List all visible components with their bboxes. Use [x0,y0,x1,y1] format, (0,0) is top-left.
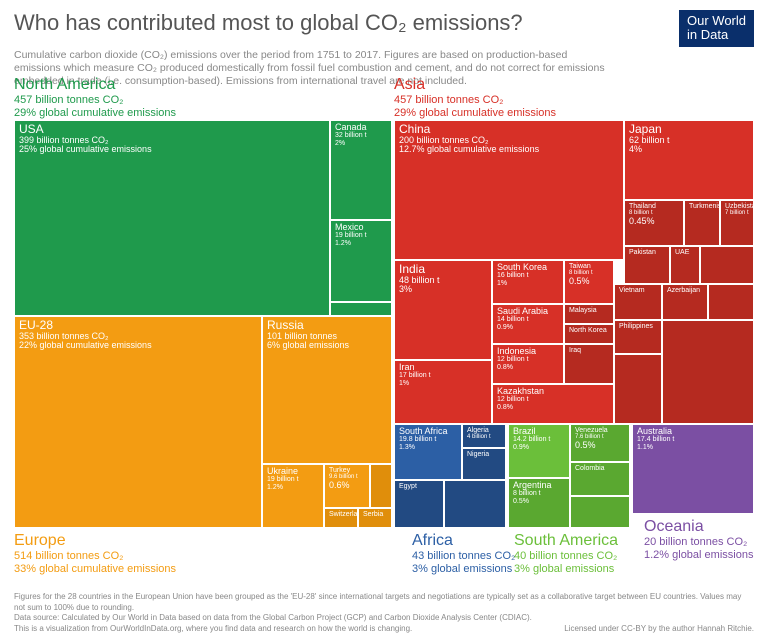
region-label-af: Africa43 billion tonnes CO₂3% global emi… [412,532,515,576]
cell-iran: Iran17 billion t1% [394,360,492,424]
logo: Our World in Data [679,10,754,47]
cell-saudi-arabia: Saudi Arabia14 billion t0.9% [492,304,564,344]
cell-39 [444,480,506,528]
cell-pakistan: Pakistan [624,246,670,284]
cell-turkey: Turkey9.6 billion t0.6% [324,464,370,508]
cell-colombia: Colombia [570,462,630,496]
cell-usa: USA399 billion tonnes CO₂25% global cumu… [14,120,330,316]
cell-turkmenistan: Turkmenistan [684,200,720,246]
cell-azerbaijan: Azerbaijan [662,284,708,320]
cell-indonesia: Indonesia12 billion t0.8% [492,344,564,384]
cell-south-korea: South Korea16 billion t1% [492,260,564,304]
cell-philippines: Philippines [614,320,662,354]
cell-kazakhstan: Kazakhstan12 billion t0.8% [492,384,614,424]
cell-uzbekistan: Uzbekistan7 billion t [720,200,754,246]
cell-canada: Canada32 billion t2% [330,120,392,220]
cell-eu-28: EU-28353 billion tonnes CO₂22% global cu… [14,316,262,528]
cell-24 [708,284,754,320]
region-label-as: Asia457 billion tonnes CO₂29% global cum… [394,76,556,120]
cell-ukraine: Ukraine19 billion t1.2% [262,464,324,528]
cell-thailand: Thailand8 billion t0.45% [624,200,684,246]
cell-china: China200 billion tonnes CO₂12.7% global … [394,120,624,260]
cell-32 [370,464,392,508]
cell-27 [614,354,662,424]
cell-argentina: Argentina8 billion t0.5% [508,478,570,528]
cell-switzerland: Switzerland [324,508,358,528]
cell-vietnam: Vietnam [614,284,662,320]
cell-india: India48 billion t3% [394,260,492,360]
footer-source: Data source: Calculated by Our World in … [14,613,754,623]
region-label-eu: Europe514 billion tonnes CO₂33% global c… [14,532,176,576]
footer-note: Figures for the 28 countries in the Euro… [14,592,754,613]
treemap-chart: North America457 billion tonnes CO₂29% g… [14,76,754,580]
cell-44 [570,496,630,528]
cell-iraq: Iraq [564,344,614,384]
cell-uae: UAE [670,246,700,284]
logo-line2: in Data [687,28,746,42]
page-title: Who has contributed most to global CO₂ e… [14,10,523,36]
cell-venezuela: Venezuela7.6 billion t0.5% [570,424,630,462]
cell-egypt: Egypt [394,480,444,528]
region-label-sa: South America40 billion tonnes CO₂3% glo… [514,532,618,576]
region-label-oc: Oceania20 billion tonnes CO₂1.2% global … [644,518,753,562]
cell-26 [662,320,754,424]
footer-license: Licensed under CC-BY by the author Hanna… [564,624,754,634]
cell-mexico: Mexico19 billion t1.2% [330,220,392,302]
cell-serbia: Serbia [358,508,392,528]
footer-viz: This is a visualization from OurWorldInD… [14,624,412,634]
cell-malaysia: Malaysia [564,304,614,324]
region-label-na: North America457 billion tonnes CO₂29% g… [14,76,176,120]
footer: Figures for the 28 countries in the Euro… [14,592,754,634]
cell-south-africa: South Africa19.8 billion t1.3% [394,424,462,480]
cell-russia: Russia101 billion tonnes6% global emissi… [262,316,392,464]
cell-algeria: Algeria4 billion t [462,424,506,448]
cell-brazil: Brazil14.2 billion t0.9% [508,424,570,478]
cell-taiwan: Taiwan8 billion t0.5% [564,260,614,304]
cell-nigeria: Nigeria [462,448,506,480]
logo-line1: Our World [687,14,746,28]
cell-3 [330,302,392,316]
cell-australia: Australia17.4 billion t1.1% [632,424,754,514]
cell-japan: Japan62 billion t4% [624,120,754,200]
cell-21 [700,246,754,284]
cell-north-korea: North Korea [564,324,614,344]
